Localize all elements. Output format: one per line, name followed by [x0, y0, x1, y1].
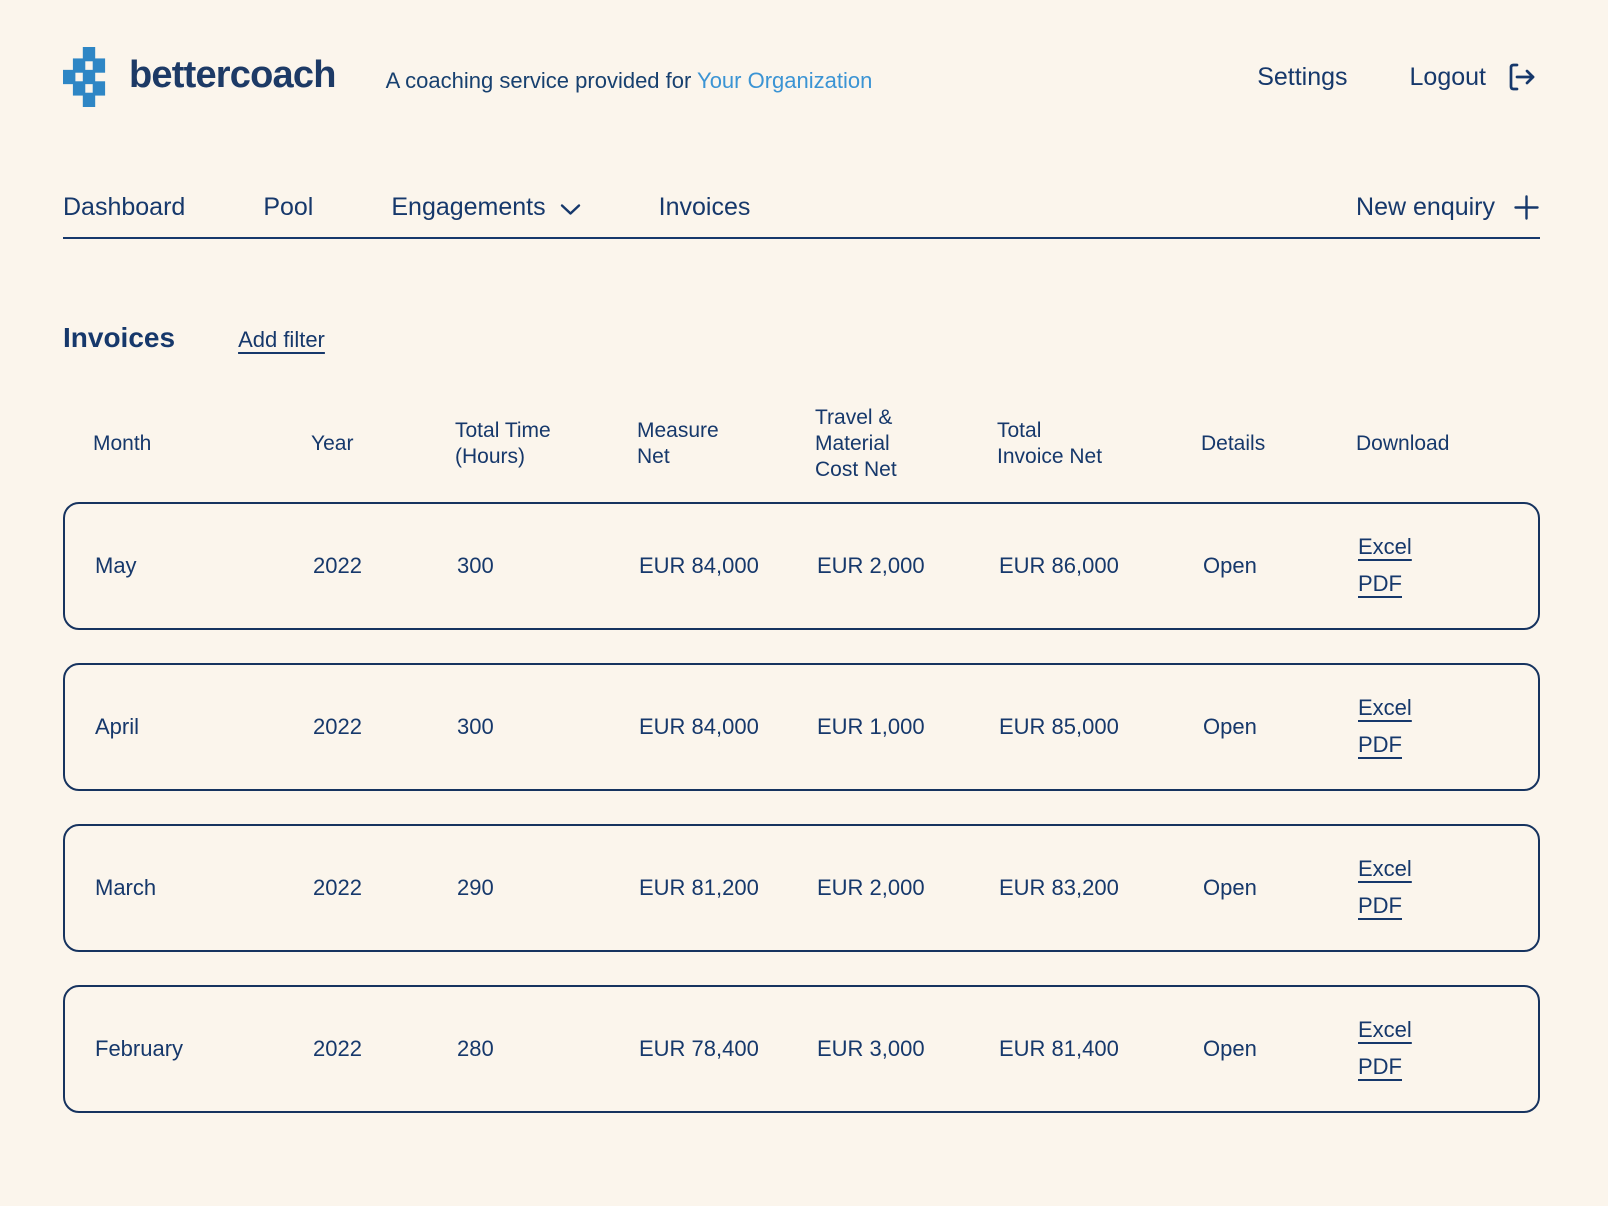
- nav-item-pool[interactable]: Pool: [263, 193, 313, 222]
- column-header-year: Year: [311, 431, 354, 455]
- settings-link[interactable]: Settings: [1257, 63, 1347, 92]
- details-open-link[interactable]: Open: [1203, 874, 1257, 900]
- add-filter-link[interactable]: Add filter: [238, 327, 325, 352]
- measure-net-cell: EUR 78,400: [639, 1035, 759, 1061]
- travel-material-cell: EUR 3,000: [817, 1035, 925, 1061]
- measure-net-cell: EUR 81,200: [639, 874, 759, 900]
- invoices-table: Month Year Total Time (Hours) Measure Ne…: [63, 398, 1540, 1113]
- total-time-cell: 290: [457, 874, 494, 900]
- column-header-travel-material: Travel & Material Cost Net: [815, 405, 897, 481]
- tagline-text: A coaching service provided for: [385, 68, 698, 93]
- details-cell: Open: [1203, 1036, 1358, 1062]
- nav-item-label: Engagements: [391, 193, 546, 221]
- details-open-link[interactable]: Open: [1203, 713, 1257, 739]
- nav-item-label: Invoices: [658, 193, 751, 221]
- details-cell: Open: [1203, 553, 1358, 579]
- total-invoice-cell: EUR 83,200: [999, 874, 1119, 900]
- travel-material-cell: EUR 2,000: [817, 874, 925, 900]
- details-open-link[interactable]: Open: [1203, 552, 1257, 578]
- measure-net-cell: EUR 84,000: [639, 552, 759, 578]
- column-header-month: Month: [93, 431, 152, 455]
- logout-icon: [1504, 59, 1540, 95]
- total-time-cell: 280: [457, 1035, 494, 1061]
- top-actions: Settings Logout: [1257, 59, 1540, 95]
- main-nav: Dashboard Pool Engagements Invoices New …: [63, 193, 1540, 239]
- year-cell: 2022: [313, 713, 362, 739]
- measure-net-cell: EUR 84,000: [639, 713, 759, 739]
- travel-material-cell: EUR 2,000: [817, 552, 925, 578]
- chevron-down-icon: [560, 199, 581, 216]
- download-pdf-link[interactable]: PDF: [1358, 893, 1402, 919]
- nav-items: Dashboard Pool Engagements Invoices: [63, 193, 750, 222]
- download-excel-link[interactable]: Excel: [1358, 534, 1412, 560]
- month-cell: May: [95, 552, 137, 578]
- total-time-cell: 300: [457, 552, 494, 578]
- logout-label: Logout: [1409, 62, 1486, 91]
- table-body: May 2022 300 EUR 84,000 EUR 2,000 EUR 86…: [63, 501, 1542, 1113]
- tagline: A coaching service provided for Your Org…: [386, 60, 873, 94]
- nav-item-invoices[interactable]: Invoices: [659, 193, 751, 222]
- details-cell: Open: [1203, 714, 1358, 740]
- nav-item-dashboard[interactable]: Dashboard: [63, 193, 185, 222]
- brand[interactable]: bettercoach: [63, 47, 336, 107]
- details-open-link[interactable]: Open: [1203, 1035, 1257, 1061]
- total-invoice-cell: EUR 86,000: [999, 552, 1119, 578]
- download-pdf-link[interactable]: PDF: [1358, 732, 1402, 758]
- year-cell: 2022: [313, 1035, 362, 1061]
- invoice-row: May 2022 300 EUR 84,000 EUR 2,000 EUR 86…: [63, 501, 1542, 630]
- plus-icon: [1513, 194, 1540, 221]
- column-header-download: Download: [1356, 431, 1450, 455]
- download-excel-link[interactable]: Excel: [1358, 1017, 1412, 1043]
- invoice-row: March 2022 290 EUR 81,200 EUR 2,000 EUR …: [63, 823, 1542, 952]
- download-excel-link[interactable]: Excel: [1358, 856, 1412, 882]
- column-header-total-invoice: Total Invoice Net: [997, 418, 1103, 468]
- new-enquiry-button[interactable]: New enquiry: [1356, 193, 1540, 222]
- download-cell: Excel PDF: [1358, 856, 1542, 919]
- column-header-details: Details: [1201, 431, 1266, 455]
- column-header-total-time: Total Time (Hours): [455, 418, 551, 468]
- download-cell: Excel PDF: [1358, 695, 1542, 758]
- bettercoach-logo-icon: [63, 47, 115, 107]
- new-enquiry-label: New enquiry: [1356, 193, 1495, 221]
- total-time-cell: 300: [457, 713, 494, 739]
- table-header-row: Month Year Total Time (Hours) Measure Ne…: [63, 398, 1540, 490]
- month-cell: March: [95, 874, 157, 900]
- nav-item-engagements[interactable]: Engagements: [391, 193, 580, 222]
- invoice-row: April 2022 300 EUR 84,000 EUR 1,000 EUR …: [63, 662, 1542, 791]
- year-cell: 2022: [313, 552, 362, 578]
- download-cell: Excel PDF: [1358, 534, 1542, 597]
- total-invoice-cell: EUR 81,400: [999, 1035, 1119, 1061]
- organization-link[interactable]: Your Organization: [697, 68, 873, 93]
- app-header: bettercoach A coaching service provided …: [63, 45, 1540, 109]
- nav-item-label: Dashboard: [63, 193, 186, 221]
- column-header-measure-net: Measure Net: [637, 418, 719, 468]
- invoice-row: February 2022 280 EUR 78,400 EUR 3,000 E…: [63, 984, 1542, 1113]
- page-title: Invoices: [63, 322, 176, 353]
- download-cell: Excel PDF: [1358, 1017, 1542, 1080]
- brand-name: bettercoach: [129, 54, 336, 96]
- year-cell: 2022: [313, 874, 362, 900]
- settings-label: Settings: [1257, 62, 1348, 91]
- month-cell: April: [95, 713, 140, 739]
- download-excel-link[interactable]: Excel: [1358, 695, 1412, 721]
- page-head: Invoices Add filter: [63, 322, 1540, 354]
- download-pdf-link[interactable]: PDF: [1358, 571, 1402, 597]
- download-pdf-link[interactable]: PDF: [1358, 1054, 1402, 1080]
- logout-link[interactable]: Logout: [1410, 59, 1540, 95]
- travel-material-cell: EUR 1,000: [817, 713, 925, 739]
- details-cell: Open: [1203, 875, 1358, 901]
- month-cell: February: [95, 1035, 184, 1061]
- total-invoice-cell: EUR 85,000: [999, 713, 1119, 739]
- nav-item-label: Pool: [263, 193, 314, 221]
